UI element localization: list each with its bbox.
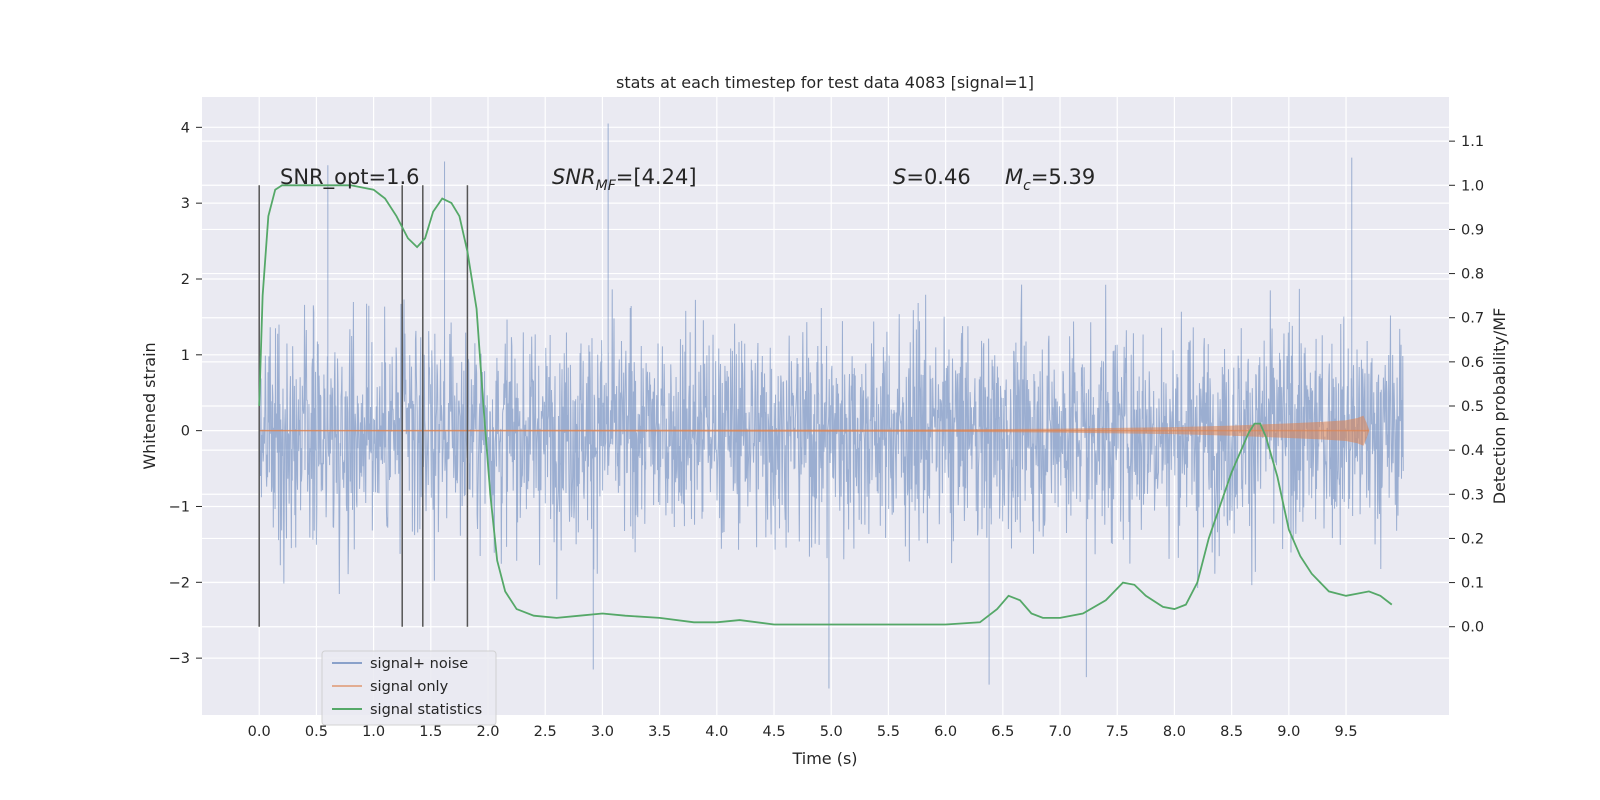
y-tick-label-right: 0.9 <box>1461 222 1484 238</box>
x-tick-label: 9.0 <box>1277 724 1300 740</box>
y-tick-label-right: 0.8 <box>1461 267 1484 283</box>
signal-only-series <box>259 415 1370 446</box>
x-tick-label: 3.0 <box>591 724 614 740</box>
legend-entry-signal: signal only <box>370 679 449 695</box>
y-tick-label-right: 1.0 <box>1461 178 1484 194</box>
snr-opt-annotation: SNR_opt=1.6 <box>280 165 420 190</box>
snr-mf-value: =[4.24] <box>616 165 697 189</box>
signal-noise-line <box>258 123 1404 689</box>
x-tick-label: 6.0 <box>934 724 957 740</box>
x-tick-label: 8.0 <box>1163 724 1186 740</box>
y-tick-label-right: 0.0 <box>1461 620 1484 636</box>
y-tick-label-left: 4 <box>181 120 190 136</box>
x-tick-label: 1.0 <box>362 724 385 740</box>
mc-annotation: Mc=5.39 <box>1005 165 1095 194</box>
s-label: S <box>893 165 906 189</box>
y-tick-label-right: 0.7 <box>1461 311 1484 327</box>
x-tick-label: 9.5 <box>1335 724 1358 740</box>
y-tick-label-left: 3 <box>181 196 190 212</box>
y-axis-left-label: Whitened strain <box>140 342 159 469</box>
chart-title: stats at each timestep for test data 408… <box>616 73 1034 92</box>
y-ticks-left: −3 −2 −1 0 1 2 3 4 <box>169 120 202 667</box>
x-tick-label: 7.0 <box>1048 724 1071 740</box>
x-tick-label: 4.0 <box>705 724 728 740</box>
x-tick-label: 8.5 <box>1220 724 1243 740</box>
y-tick-label-left: −2 <box>169 575 190 591</box>
y-tick-label-right: 0.1 <box>1461 576 1484 592</box>
x-tick-label: 0.5 <box>305 724 328 740</box>
snr-mf-label: SNR <box>552 165 596 189</box>
x-tick-label: 5.0 <box>820 724 843 740</box>
x-tick-label: 4.5 <box>762 724 785 740</box>
signal-noise-series <box>258 123 1404 689</box>
s-value: =0.46 <box>906 165 970 189</box>
y-tick-label-right: 1.1 <box>1461 134 1484 150</box>
y-tick-label-left: 0 <box>181 424 190 440</box>
x-axis-label: Time (s) <box>791 749 857 768</box>
signal-statistics-series <box>258 184 1393 626</box>
y-ticks-right: 0.0 0.1 0.2 0.3 0.4 0.5 0.6 0.7 0.8 0.9 1.0 1.1 <box>1449 134 1484 636</box>
y-tick-label-left: −1 <box>169 499 190 515</box>
y-tick-label-right: 0.6 <box>1461 355 1484 371</box>
legend: signal+ noise signal only signal statist… <box>321 650 497 726</box>
legend-box <box>321 650 497 726</box>
legend-entry-noise: signal+ noise <box>370 656 468 672</box>
s-annotation: S=0.46 <box>893 165 971 189</box>
y-axis-right-label: Detection probability/MF <box>1490 308 1509 505</box>
legend-entry-stats: signal statistics <box>370 702 482 718</box>
y-tick-label-left: −3 <box>169 651 190 667</box>
mc-label: M <box>1005 165 1023 189</box>
y-tick-label-right: 0.3 <box>1461 487 1484 503</box>
signal-statistics-line <box>258 184 1393 626</box>
x-tick-label: 7.5 <box>1106 724 1129 740</box>
x-tick-label: 5.5 <box>877 724 900 740</box>
mc-subscript: c <box>1023 178 1031 194</box>
snr-mf-subscript: MF <box>596 178 617 194</box>
y-tick-label-right: 0.5 <box>1461 399 1484 415</box>
x-tick-label: 3.5 <box>648 724 671 740</box>
y-tick-label-left: 1 <box>181 348 190 364</box>
y-tick-label-left: 2 <box>181 272 190 288</box>
x-tick-label: 2.5 <box>534 724 557 740</box>
y-tick-label-right: 0.4 <box>1461 443 1484 459</box>
x-tick-label: 0.0 <box>248 724 271 740</box>
snr-mf-annotation: SNRMF=[4.24] <box>552 165 697 194</box>
y-tick-label-right: 0.2 <box>1461 531 1484 547</box>
x-tick-label: 2.0 <box>476 724 499 740</box>
x-tick-label: 6.5 <box>991 724 1014 740</box>
x-tick-label: 1.5 <box>419 724 442 740</box>
mc-value: =5.39 <box>1031 165 1095 189</box>
vertical-markers <box>258 185 469 627</box>
x-ticks: 0.0 0.5 1.0 1.5 2.0 2.5 3.0 3.5 4.0 4.5 5.0 5.5 6.0 6… <box>248 724 1358 740</box>
